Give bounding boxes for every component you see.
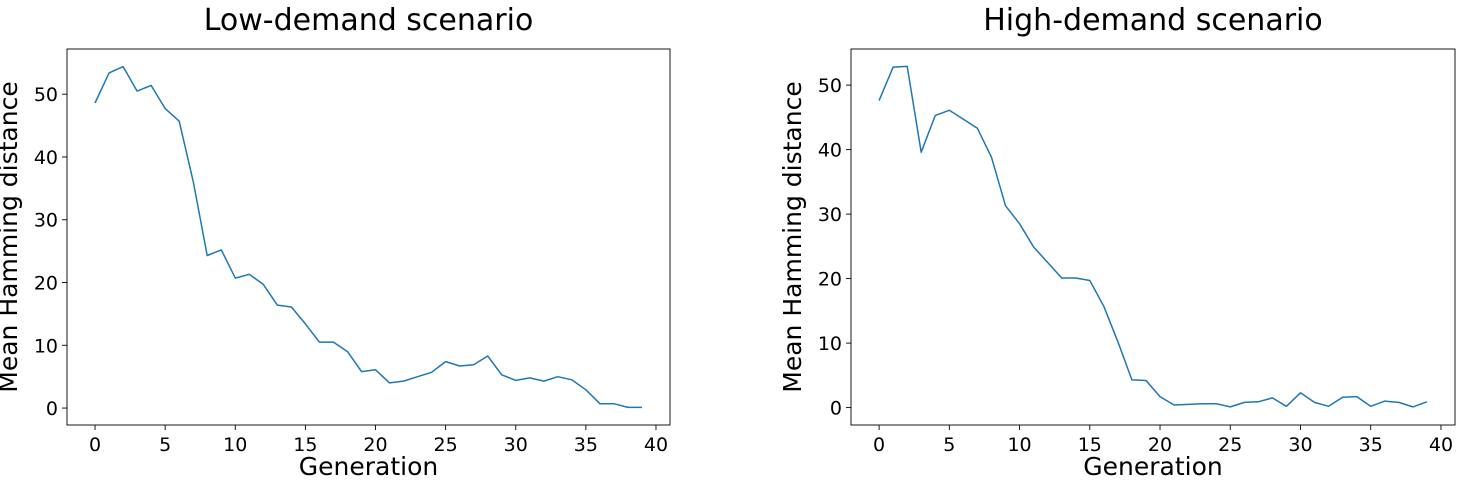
x-tick-label: 20 — [363, 434, 387, 456]
x-tick-label: 25 — [434, 434, 458, 456]
y-tick-label: 50 — [818, 75, 842, 97]
y-tick-label: 50 — [34, 84, 58, 106]
x-tick-label: 30 — [1288, 434, 1312, 456]
chart-title: High-demand scenario — [983, 3, 1322, 38]
x-axis-label: Generation — [1083, 452, 1222, 481]
x-tick-label: 0 — [873, 434, 885, 456]
high-demand-chart: High-demand scenario Generation Mean Ham… — [778, 3, 1456, 481]
x-tick-label: 40 — [644, 434, 668, 456]
y-tick-label: 10 — [818, 333, 842, 355]
y-tick-label: 20 — [818, 269, 842, 291]
y-axis-label: Mean Hamming distance — [0, 81, 23, 392]
x-tick-label: 30 — [504, 434, 528, 456]
chart-title: Low-demand scenario — [204, 3, 534, 38]
y-tick-label: 30 — [34, 210, 58, 232]
y-tick-label: 0 — [830, 398, 842, 420]
series-line — [94, 65, 642, 409]
x-tick-label: 35 — [1359, 434, 1383, 456]
y-axis-label: Mean Hamming distance — [778, 81, 807, 392]
y-tick-label: 0 — [46, 398, 58, 420]
x-tick-label: 15 — [1078, 434, 1102, 456]
x-tick-label: 35 — [574, 434, 598, 456]
series-line — [878, 65, 1428, 408]
x-tick-label: 5 — [159, 434, 171, 456]
x-tick-label: 15 — [293, 434, 317, 456]
x-tick-label: 5 — [943, 434, 955, 456]
y-tick-label: 20 — [34, 273, 58, 295]
y-tick-label: 40 — [34, 147, 58, 169]
x-tick-label: 10 — [1007, 434, 1031, 456]
low-demand-chart: Low-demand scenario Generation Mean Hamm… — [0, 3, 671, 481]
x-tick-label: 10 — [223, 434, 247, 456]
y-tick-label: 40 — [818, 140, 842, 162]
plot-frame — [66, 48, 671, 426]
y-tick-label: 10 — [34, 335, 58, 357]
x-tick-label: 40 — [1429, 434, 1453, 456]
y-tick-label: 30 — [818, 204, 842, 226]
x-tick-label: 25 — [1218, 434, 1242, 456]
plot-frame — [850, 48, 1456, 426]
x-axis-label: Generation — [299, 452, 438, 481]
x-tick-label: 0 — [89, 434, 101, 456]
x-tick-label: 20 — [1148, 434, 1172, 456]
